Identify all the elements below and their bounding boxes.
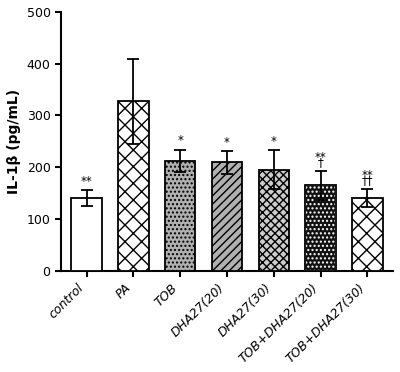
Bar (165, 161, 196, 270)
Text: ††: †† (362, 174, 373, 187)
Text: *: * (177, 134, 183, 147)
Bar (305, 185, 336, 270)
Bar (352, 198, 382, 270)
Y-axis label: IL-1β (pg/mL): IL-1β (pg/mL) (7, 89, 21, 194)
Text: **: ** (315, 151, 326, 164)
Bar (212, 163, 242, 270)
Bar (72, 198, 102, 270)
Text: *: * (271, 135, 277, 148)
Text: *: * (224, 136, 230, 149)
Text: †: † (318, 155, 324, 169)
Bar (258, 170, 289, 270)
Text: **: ** (81, 175, 92, 188)
Text: **: ** (362, 169, 373, 182)
Bar (118, 102, 149, 270)
